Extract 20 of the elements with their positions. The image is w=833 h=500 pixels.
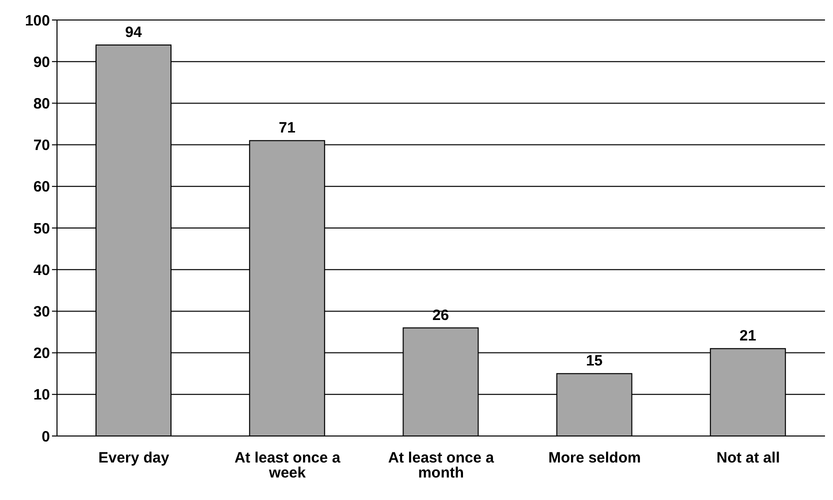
y-tick-label: 90 (33, 54, 50, 71)
x-tick-label: Every day (98, 450, 170, 467)
data-label: 15 (586, 352, 603, 370)
y-tick-label: 10 (33, 386, 50, 404)
data-label: 71 (278, 120, 296, 137)
y-tick-label: 50 (33, 220, 50, 238)
y-tick-label: 100 (24, 12, 50, 30)
y-tick-label: 60 (33, 178, 50, 196)
y-tick-label: 20 (33, 345, 50, 362)
x-tick-label: At least once a week (234, 450, 341, 482)
data-label: 94 (125, 24, 142, 41)
y-tick-label: 80 (33, 96, 50, 113)
x-tick-label: More seldom (548, 450, 641, 467)
x-tick-label: Not at all (716, 450, 780, 467)
y-tick-label: 30 (33, 304, 50, 321)
y-tick-label: 40 (33, 262, 50, 279)
y-tick-label: 70 (33, 137, 50, 154)
x-tick-label: At least once a month (388, 450, 495, 482)
y-tick-label: 0 (42, 428, 50, 446)
data-label: 21 (740, 328, 756, 345)
